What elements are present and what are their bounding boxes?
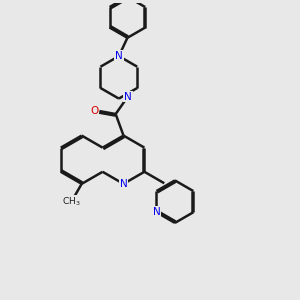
Text: N: N <box>153 207 160 217</box>
Text: CH$_3$: CH$_3$ <box>62 195 81 208</box>
Text: N: N <box>124 92 132 102</box>
Text: O: O <box>90 106 98 116</box>
Text: N: N <box>115 51 123 61</box>
Text: N: N <box>120 179 128 189</box>
Text: N: N <box>124 92 132 102</box>
